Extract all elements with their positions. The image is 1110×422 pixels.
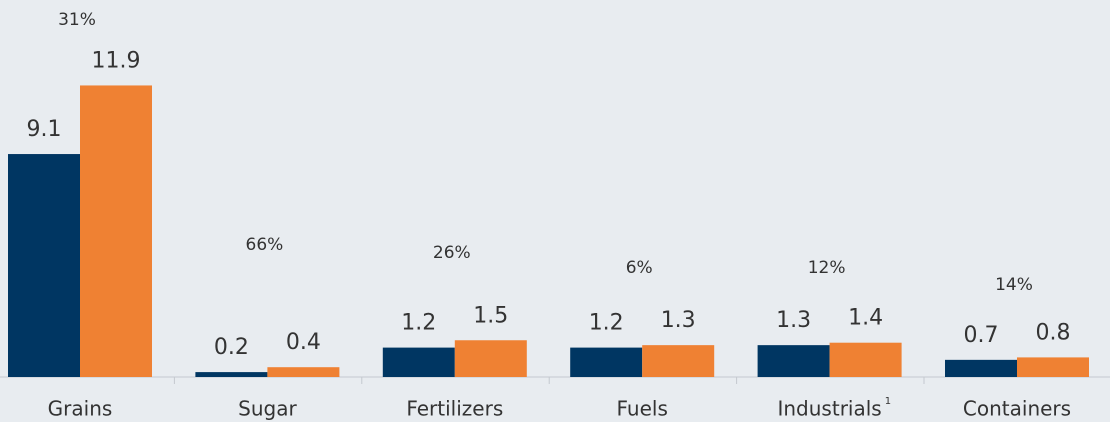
bar bbox=[945, 359, 1017, 377]
category-label: Grains bbox=[48, 397, 113, 421]
value-label: 0.7 bbox=[964, 323, 999, 348]
bar bbox=[642, 345, 715, 377]
bar bbox=[454, 340, 527, 377]
bar bbox=[195, 372, 268, 377]
bar bbox=[757, 345, 830, 377]
change-label: 6% bbox=[626, 258, 653, 278]
category-label: Containers bbox=[963, 397, 1071, 421]
change-label: 14% bbox=[995, 275, 1033, 295]
value-label: 11.9 bbox=[92, 48, 141, 73]
change-label: 12% bbox=[808, 258, 846, 278]
change-label: 26% bbox=[433, 243, 471, 263]
value-label: 0.2 bbox=[214, 335, 249, 360]
value-label: 9.1 bbox=[27, 117, 62, 142]
bar bbox=[267, 367, 340, 377]
category-label: Fertilizers bbox=[406, 397, 503, 421]
bar bbox=[1017, 357, 1089, 377]
change-label: 31% bbox=[58, 10, 96, 30]
bar bbox=[829, 342, 902, 377]
change-label: 66% bbox=[246, 235, 284, 255]
bar bbox=[382, 347, 455, 377]
category-label: Industrials bbox=[777, 397, 881, 421]
value-label: 0.4 bbox=[286, 330, 321, 355]
value-label: 0.8 bbox=[1036, 320, 1071, 345]
category-label: Fuels bbox=[617, 397, 668, 421]
value-label: 1.2 bbox=[401, 311, 436, 336]
bar bbox=[8, 154, 80, 377]
value-label: 1.4 bbox=[848, 306, 883, 331]
value-label: 1.3 bbox=[661, 308, 696, 333]
value-label: 1.3 bbox=[776, 308, 811, 333]
bar bbox=[570, 347, 643, 377]
value-label: 1.5 bbox=[473, 303, 508, 328]
category-label: Sugar bbox=[238, 397, 297, 421]
value-label: 1.2 bbox=[589, 311, 624, 336]
footnote-marker: 1 bbox=[885, 396, 891, 407]
bar bbox=[80, 85, 152, 377]
